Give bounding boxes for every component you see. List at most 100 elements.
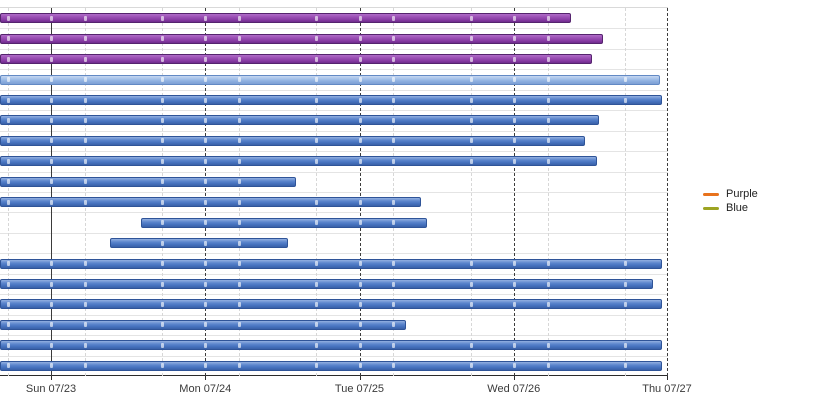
gantt-bar	[0, 33, 604, 44]
grid-vline-minor	[84, 8, 86, 376]
bar-gridline-dash	[358, 261, 362, 267]
bar-gridline-dash	[392, 322, 396, 328]
bar-gridline-dash	[161, 363, 165, 369]
bar-gridline-dash	[469, 36, 473, 42]
gantt-bar	[140, 217, 428, 228]
bar-gridline-dash	[315, 77, 319, 83]
bar-gridline-dash	[50, 301, 53, 307]
bar-gridline-dash	[512, 301, 516, 307]
bar-gridline-dash	[6, 36, 10, 42]
grid-hline	[0, 253, 668, 255]
bar-gridline-dash	[83, 342, 87, 348]
bar-gridline-dash	[204, 56, 208, 62]
bar-gridline-dash	[83, 199, 87, 205]
bar-gridline-dash	[358, 36, 362, 42]
bar-gridline-dash	[512, 342, 516, 348]
bar-gridline-dash	[50, 15, 53, 21]
bar-gridline-dash	[392, 117, 396, 123]
axis-tick-label: Wed 07/26	[487, 383, 541, 395]
axis-tick	[359, 375, 361, 380]
bar-gridline-dash	[238, 301, 242, 307]
bar-gridline-dash	[315, 56, 319, 62]
bar-gridline-dash	[315, 363, 319, 369]
legend-swatch-icon	[703, 206, 719, 210]
bar-gridline-dash	[204, 77, 208, 83]
bar-gridline-dash	[204, 97, 208, 103]
bar-gridline-dash	[238, 342, 242, 348]
grid-vline-minor	[316, 8, 318, 376]
gantt-bar	[0, 95, 662, 105]
bar-gridline-dash	[512, 56, 516, 62]
bar-gridline-dash	[392, 36, 396, 42]
grid-vline-major	[205, 8, 207, 376]
bar-gridline-dash	[6, 322, 10, 328]
bar-gridline-dash	[50, 117, 53, 123]
bar-gridline-dash	[392, 56, 396, 62]
grid-hline	[0, 89, 668, 91]
grid-hline	[0, 314, 668, 316]
bar-gridline-dash	[161, 158, 165, 164]
bar-gridline-dash	[546, 15, 550, 21]
bar-gridline-dash	[83, 322, 87, 328]
bar-gridline-dash	[161, 322, 165, 328]
bar-gridline-dash	[204, 261, 208, 267]
bar-gridline-dash	[6, 301, 10, 307]
bar-gridline-dash	[161, 199, 165, 205]
bar-gridline-dash	[358, 77, 362, 83]
bar-gridline-dash	[315, 158, 319, 164]
gantt-bar	[0, 319, 406, 330]
axis-tick	[205, 375, 207, 380]
bar-gridline-dash	[50, 77, 53, 83]
axis-tick-label: Tue 07/25	[334, 383, 385, 395]
legend-item: Blue	[703, 201, 758, 215]
bar-gridline-dash	[469, 138, 473, 144]
bar-gridline-dash	[238, 199, 242, 205]
bar-gridline-dash	[50, 179, 53, 185]
bar-gridline-dash	[315, 301, 319, 307]
bar-gridline-dash	[392, 97, 396, 103]
grid-hline	[0, 273, 668, 275]
bar-gridline-dash	[392, 342, 396, 348]
grid-hline	[0, 355, 668, 357]
grid-hline	[0, 192, 668, 193]
axis-tick-label: Thu 07/27	[642, 383, 692, 395]
grid-hline	[0, 151, 668, 153]
bar-gridline-dash	[512, 158, 516, 164]
bar-gridline-dash	[315, 117, 319, 123]
bar-gridline-dash	[469, 281, 473, 287]
gantt-bar	[0, 340, 662, 351]
axis-tick-label: Sun 07/23	[25, 383, 77, 395]
bar-gridline-dash	[238, 36, 242, 42]
bar-gridline-dash	[623, 301, 627, 307]
bar-gridline-dash	[238, 261, 242, 267]
bar-gridline-dash	[315, 342, 319, 348]
bar-gridline-dash	[50, 36, 53, 42]
bar-gridline-dash	[512, 77, 516, 83]
bar-gridline-dash	[546, 363, 550, 369]
grid-hline	[0, 69, 668, 71]
bar-gridline-dash	[358, 117, 362, 123]
gantt-bar	[0, 279, 653, 289]
bar-gridline-dash	[204, 179, 208, 185]
gantt-bar	[0, 74, 661, 85]
bar-gridline-dash	[204, 138, 208, 144]
bar-gridline-dash	[161, 179, 165, 185]
grid-hline	[0, 232, 668, 234]
bar-gridline-dash	[6, 158, 10, 164]
gantt-bar	[0, 156, 597, 167]
bar-gridline-dash	[6, 199, 10, 205]
bar-gridline-dash	[204, 158, 208, 164]
bar-gridline-dash	[546, 56, 550, 62]
bar-gridline-dash	[469, 117, 473, 123]
bar-gridline-dash	[546, 36, 550, 42]
bar-gridline-dash	[358, 322, 362, 328]
bar-gridline-dash	[469, 301, 473, 307]
bar-gridline-dash	[6, 15, 10, 21]
bar-gridline-dash	[238, 363, 242, 369]
bar-gridline-dash	[469, 15, 473, 21]
bar-gridline-dash	[392, 301, 396, 307]
grid-hline	[0, 130, 668, 132]
bar-gridline-dash	[315, 220, 319, 226]
bar-gridline-dash	[546, 281, 550, 287]
bar-gridline-dash	[204, 322, 208, 328]
